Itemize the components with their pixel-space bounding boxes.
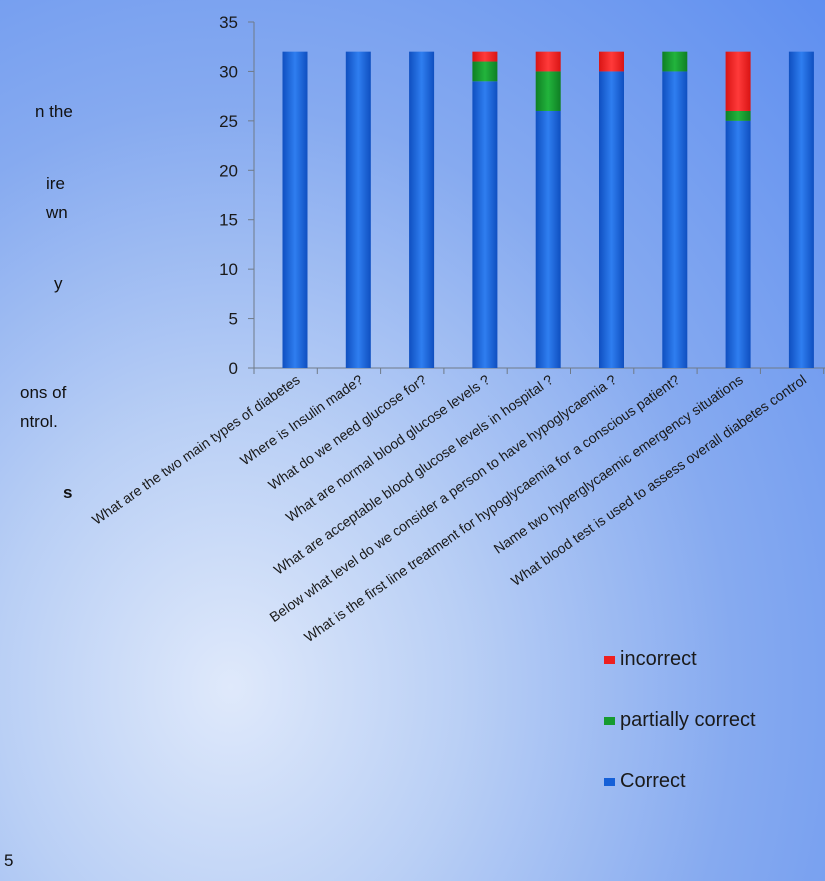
text-fragment: wn: [46, 203, 68, 222]
text-fragment: n the: [35, 102, 73, 121]
bar-segment-incorrect: [472, 51, 498, 62]
legend-item-partially-correct: partially correct: [604, 709, 756, 732]
bar-segment-correct: [472, 81, 498, 369]
bar-segment-correct: [282, 51, 308, 369]
bar-segment-correct: [662, 71, 688, 368]
text-fragment: ons of: [20, 383, 67, 402]
bar-segment-incorrect: [725, 51, 751, 111]
bar-segment-correct: [409, 51, 435, 369]
bar-segment-correct: [345, 51, 371, 369]
legend-swatch-incorrect: [604, 655, 615, 664]
bar-segment-correct: [725, 120, 751, 368]
y-tick-label: 5: [229, 310, 238, 329]
y-tick-label: 10: [219, 260, 238, 279]
y-tick-label: 30: [219, 62, 238, 81]
bar-segment-correct: [599, 71, 624, 368]
left-text-panel: n the ire wn y ons of ntrol. s 5: [0, 0, 120, 881]
chart-bars: [282, 51, 814, 369]
text-fragment: s: [63, 483, 73, 502]
bar-segment-partially-correct: [725, 110, 751, 121]
bar-segment-partially-correct: [535, 71, 561, 111]
legend-swatch-correct: [604, 777, 615, 786]
bar-segment-partially-correct: [472, 61, 498, 82]
y-tick-label: 15: [219, 211, 238, 230]
bar-segment-partially-correct: [662, 51, 688, 72]
text-fragment: 5: [4, 851, 14, 870]
legend-label-correct: Correct: [620, 770, 686, 792]
legend-swatch-partially-correct: [604, 716, 615, 725]
y-tick-label: 20: [219, 161, 238, 180]
bar-segment-correct: [788, 51, 814, 369]
legend-label-incorrect: incorrect: [620, 648, 697, 670]
y-tick-label: 25: [219, 112, 238, 131]
chart-category-labels: What are the two main types of diabetesW…: [89, 371, 809, 645]
text-fragment: ire: [46, 174, 65, 193]
y-tick-label: 0: [229, 359, 238, 378]
legend-label-partially-correct: partially correct: [620, 709, 756, 731]
bar-segment-incorrect: [599, 51, 624, 72]
legend-item-correct: Correct: [604, 770, 686, 793]
bar-segment-incorrect: [535, 51, 561, 72]
text-fragment: ntrol.: [20, 412, 58, 431]
bar-segment-correct: [535, 110, 561, 368]
text-fragment: y: [54, 274, 63, 293]
y-tick-label: 35: [219, 13, 238, 32]
legend-item-incorrect: incorrect: [604, 648, 697, 671]
x-category-label: What blood test is used to assess overal…: [508, 371, 809, 589]
